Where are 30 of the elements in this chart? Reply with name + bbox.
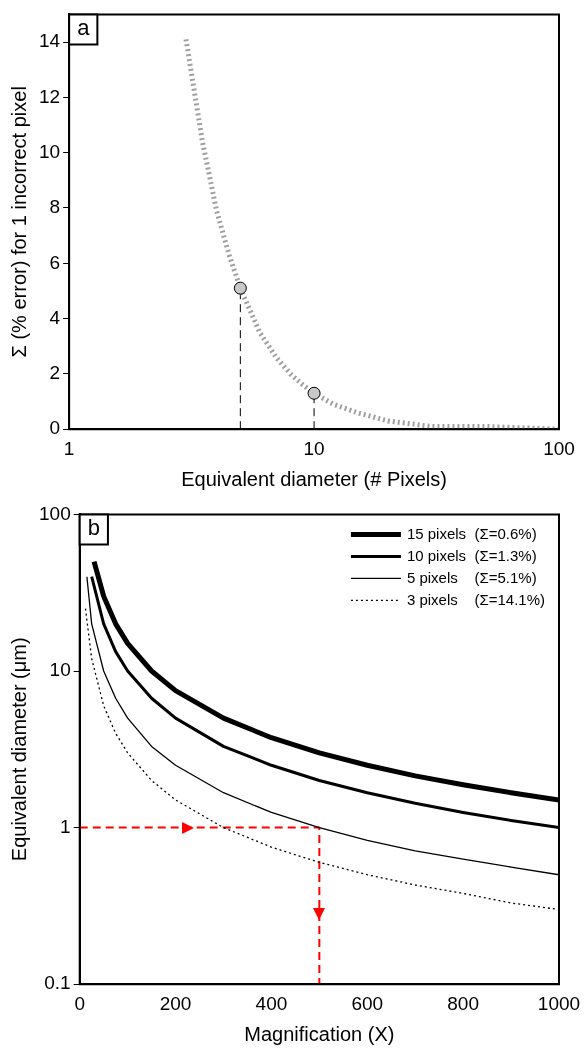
y-tick-label: 100 (39, 502, 71, 524)
y-tick-label: 14 (38, 30, 61, 52)
x-tick-label: 400 (255, 992, 288, 1014)
x-tick-label: 600 (351, 992, 384, 1014)
y-tick-label: 6 (49, 251, 61, 273)
y-tick-label: 10 (49, 659, 71, 681)
x-tick-label: 200 (159, 992, 192, 1014)
y-tick-label: 4 (49, 306, 61, 328)
y-axis-title: Equivalent diameter (μm) (7, 637, 30, 862)
x-tick-label: 10 (303, 437, 325, 459)
x-tick-label: 1000 (537, 992, 581, 1014)
annotation: b (87, 515, 100, 541)
legend-label: 15 pixels (Σ=0.6%) (406, 524, 537, 542)
legend-label: 5 pixels (Σ=5.1%) (406, 568, 537, 586)
y-tick-label: 12 (38, 85, 61, 107)
y-tick-label: 10 (38, 140, 61, 162)
legend-label: 10 pixels (Σ=1.3%) (406, 546, 537, 564)
x-tick-label: 100 (543, 437, 575, 459)
x-tick-label: 0 (74, 992, 85, 1014)
y-tick-label: 0 (49, 417, 61, 439)
y-tick-label: 2 (49, 362, 61, 384)
x-axis-title: Magnification (X) (244, 1022, 395, 1045)
y-tick-label: 1 (60, 815, 71, 837)
y-tick-label: 0.1 (44, 972, 71, 994)
annotation: a (77, 15, 91, 41)
x-axis-title: Equivalent diameter (# Pixels) (181, 467, 447, 490)
y-axis-title: Σ (% error) for 1 incorrect pixel (7, 86, 30, 358)
x-tick-label: 800 (447, 992, 479, 1014)
y-tick-label: 8 (49, 196, 61, 218)
legend-label: 3 pixels (Σ=14.1%) (406, 590, 546, 608)
